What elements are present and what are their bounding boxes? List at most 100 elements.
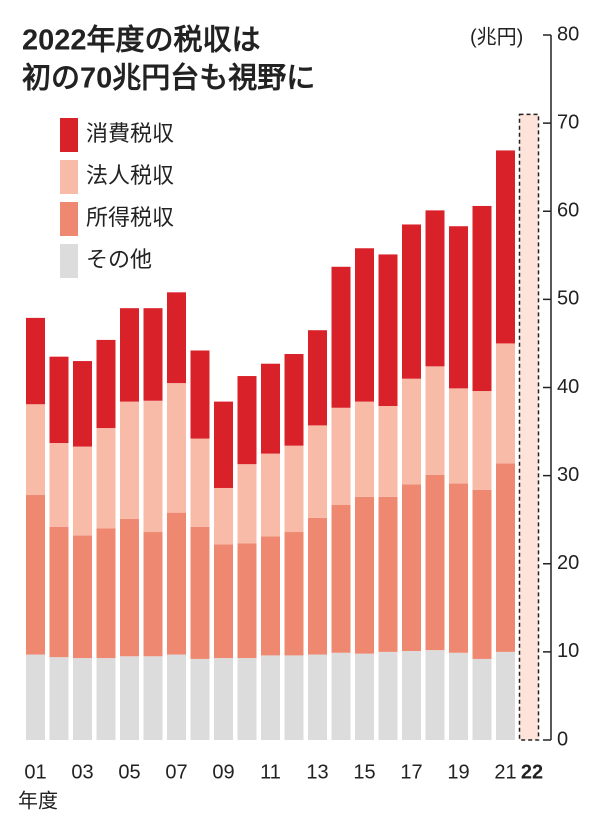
x-tick-label: 19 bbox=[447, 761, 469, 783]
bar-segment bbox=[190, 658, 210, 740]
bar-segment bbox=[378, 651, 398, 740]
bar-segment bbox=[120, 656, 139, 740]
bar-segment bbox=[331, 407, 351, 505]
legend-swatch bbox=[60, 244, 78, 278]
bar-segment bbox=[449, 483, 468, 653]
bar-segment bbox=[49, 356, 69, 444]
bar-segment bbox=[308, 517, 327, 655]
bar-segment bbox=[472, 489, 492, 659]
bar-segment bbox=[73, 658, 92, 740]
bar-segment bbox=[96, 339, 116, 429]
bar-segment bbox=[167, 292, 186, 384]
x-tick-label: 17 bbox=[400, 761, 422, 783]
bar-segment bbox=[96, 658, 116, 740]
bar-segment bbox=[167, 654, 186, 740]
bar-segment bbox=[261, 453, 280, 537]
bar-segment bbox=[284, 532, 304, 656]
y-tick-label: 30 bbox=[557, 464, 579, 486]
bar-segment bbox=[472, 205, 492, 392]
x-tick-label: 01 bbox=[24, 761, 46, 783]
bar-segment bbox=[308, 425, 327, 518]
bar-segment bbox=[378, 406, 398, 497]
bar-segment bbox=[49, 526, 69, 658]
bar-segment bbox=[73, 361, 92, 447]
bar-segment bbox=[237, 376, 257, 465]
y-tick-label: 80 bbox=[557, 23, 579, 45]
bar-segment bbox=[496, 150, 515, 344]
bar-segment bbox=[96, 428, 116, 529]
bar-segment bbox=[261, 536, 280, 656]
bar-segment bbox=[449, 652, 468, 740]
projection-box bbox=[518, 113, 540, 741]
bar-segment bbox=[49, 443, 69, 527]
x-tick-label: 03 bbox=[71, 761, 93, 783]
bar-segment bbox=[96, 528, 116, 659]
legend-label: その他 bbox=[86, 247, 152, 272]
x-tick-label: 22 bbox=[521, 761, 543, 783]
bar-segment bbox=[284, 354, 304, 446]
bar-segment bbox=[496, 463, 515, 652]
y-unit: (兆円) bbox=[470, 25, 523, 48]
bar-segment bbox=[237, 543, 257, 659]
bar-segment bbox=[425, 474, 445, 651]
y-tick-label: 70 bbox=[557, 111, 579, 133]
bar-segment bbox=[261, 363, 280, 454]
bar-segment bbox=[214, 658, 233, 740]
bar-segment bbox=[402, 378, 421, 485]
bar-segment bbox=[355, 496, 374, 654]
bar-segment bbox=[378, 254, 398, 407]
bar-segment bbox=[402, 224, 421, 379]
bar-segment bbox=[214, 544, 233, 659]
chart-title: 初の70兆円台も視野に bbox=[22, 61, 315, 95]
bar-segment bbox=[167, 512, 186, 655]
bar-segment bbox=[472, 391, 492, 490]
bar-segment bbox=[143, 308, 163, 401]
bar-segment bbox=[331, 266, 351, 408]
y-tick-label: 0 bbox=[557, 728, 568, 750]
bar-segment bbox=[26, 495, 45, 655]
bar-segment bbox=[425, 366, 445, 475]
bar-segment bbox=[167, 383, 186, 513]
legend-label: 法人税収 bbox=[86, 163, 174, 188]
bar-segment bbox=[214, 401, 233, 488]
y-tick-label: 20 bbox=[557, 552, 579, 574]
bar-segment bbox=[214, 487, 233, 545]
x-tick-label: 13 bbox=[306, 761, 328, 783]
bar-segment bbox=[355, 401, 374, 497]
x-tick-label: 15 bbox=[353, 761, 375, 783]
bar-segment bbox=[331, 652, 351, 740]
bar-segment bbox=[402, 650, 421, 740]
bar-segment bbox=[120, 308, 139, 402]
bar-segment bbox=[402, 484, 421, 651]
legend-swatch bbox=[60, 160, 78, 194]
bar-segment bbox=[472, 658, 492, 740]
bar-segment bbox=[449, 226, 468, 389]
y-tick-label: 40 bbox=[557, 376, 579, 398]
bar-segment bbox=[26, 404, 45, 496]
y-tick-label: 10 bbox=[557, 640, 579, 662]
bar-segment bbox=[190, 526, 210, 659]
bar-segment bbox=[355, 248, 374, 402]
bar-segment bbox=[449, 388, 468, 484]
bar-segment bbox=[120, 518, 139, 657]
bar-segment bbox=[331, 504, 351, 653]
y-tick-label: 50 bbox=[557, 288, 579, 310]
bar-segment bbox=[143, 400, 163, 533]
bar-segment bbox=[190, 438, 210, 527]
bar-segment bbox=[73, 535, 92, 659]
x-tick-label: 21 bbox=[494, 761, 516, 783]
bar-segment bbox=[73, 446, 92, 536]
legend-swatch bbox=[60, 202, 78, 236]
bar-segment bbox=[26, 317, 45, 405]
legend-label: 消費税収 bbox=[86, 121, 174, 146]
y-tick-label: 60 bbox=[557, 200, 579, 222]
x-tick-label: 05 bbox=[118, 761, 140, 783]
bar-segment bbox=[355, 653, 374, 740]
bar-segment bbox=[496, 651, 515, 740]
bar-segment bbox=[378, 496, 398, 652]
legend-label: 所得税収 bbox=[86, 205, 174, 230]
bar-segment bbox=[26, 654, 45, 740]
bar-segment bbox=[49, 657, 69, 740]
bar-segment bbox=[143, 656, 163, 740]
legend-swatch bbox=[60, 118, 78, 152]
